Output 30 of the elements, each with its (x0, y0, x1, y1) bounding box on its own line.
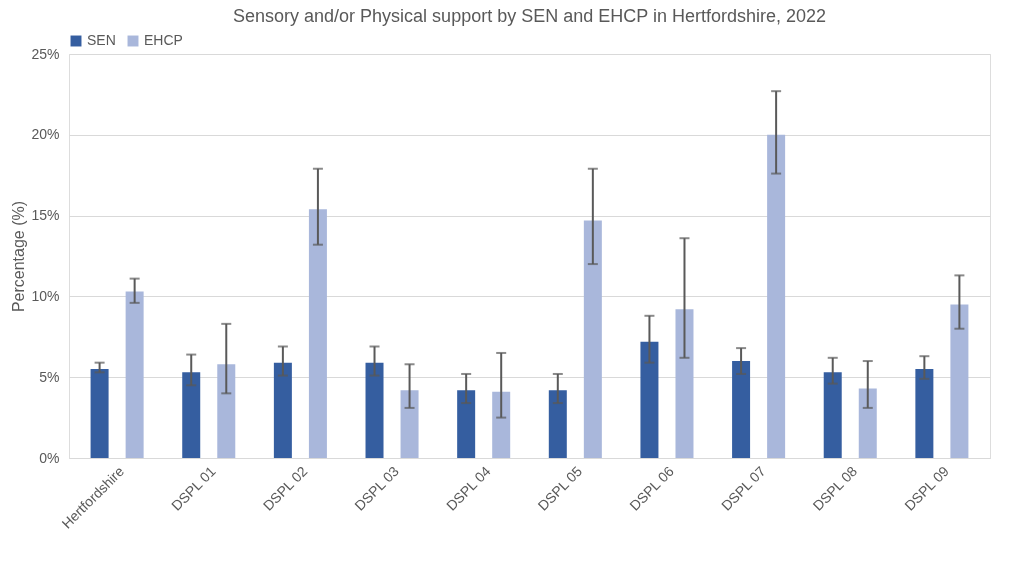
y-tick-label: 0% (39, 449, 60, 466)
y-tick-label: 5% (39, 368, 60, 385)
bar (915, 369, 934, 458)
bar (858, 388, 877, 458)
bar (308, 209, 327, 458)
legend-label: SEN (87, 32, 116, 48)
y-tick-label: 15% (31, 207, 60, 224)
bar (548, 390, 567, 458)
bar (90, 369, 109, 458)
bar (457, 390, 476, 458)
chart-title: Sensory and/or Physical support by SEN and EHCP in Hertfordshire, 2022 (233, 6, 826, 26)
y-axis-title: Percentage (%) (10, 200, 28, 313)
bar (732, 361, 751, 458)
y-tick-label: 25% (31, 45, 60, 62)
y-tick-label: 10% (31, 287, 60, 304)
bar (823, 372, 842, 458)
bar (675, 309, 694, 458)
bar (182, 372, 201, 458)
bar (492, 391, 511, 458)
bar (273, 362, 292, 458)
y-tick-label: 20% (31, 126, 60, 143)
bar (365, 362, 384, 458)
legend-label: EHCP (144, 32, 183, 48)
bar (950, 304, 969, 458)
bar (583, 220, 602, 458)
bar (400, 390, 419, 458)
bar (767, 134, 786, 458)
bar (125, 291, 144, 458)
bar (640, 341, 659, 458)
bar (217, 364, 236, 458)
